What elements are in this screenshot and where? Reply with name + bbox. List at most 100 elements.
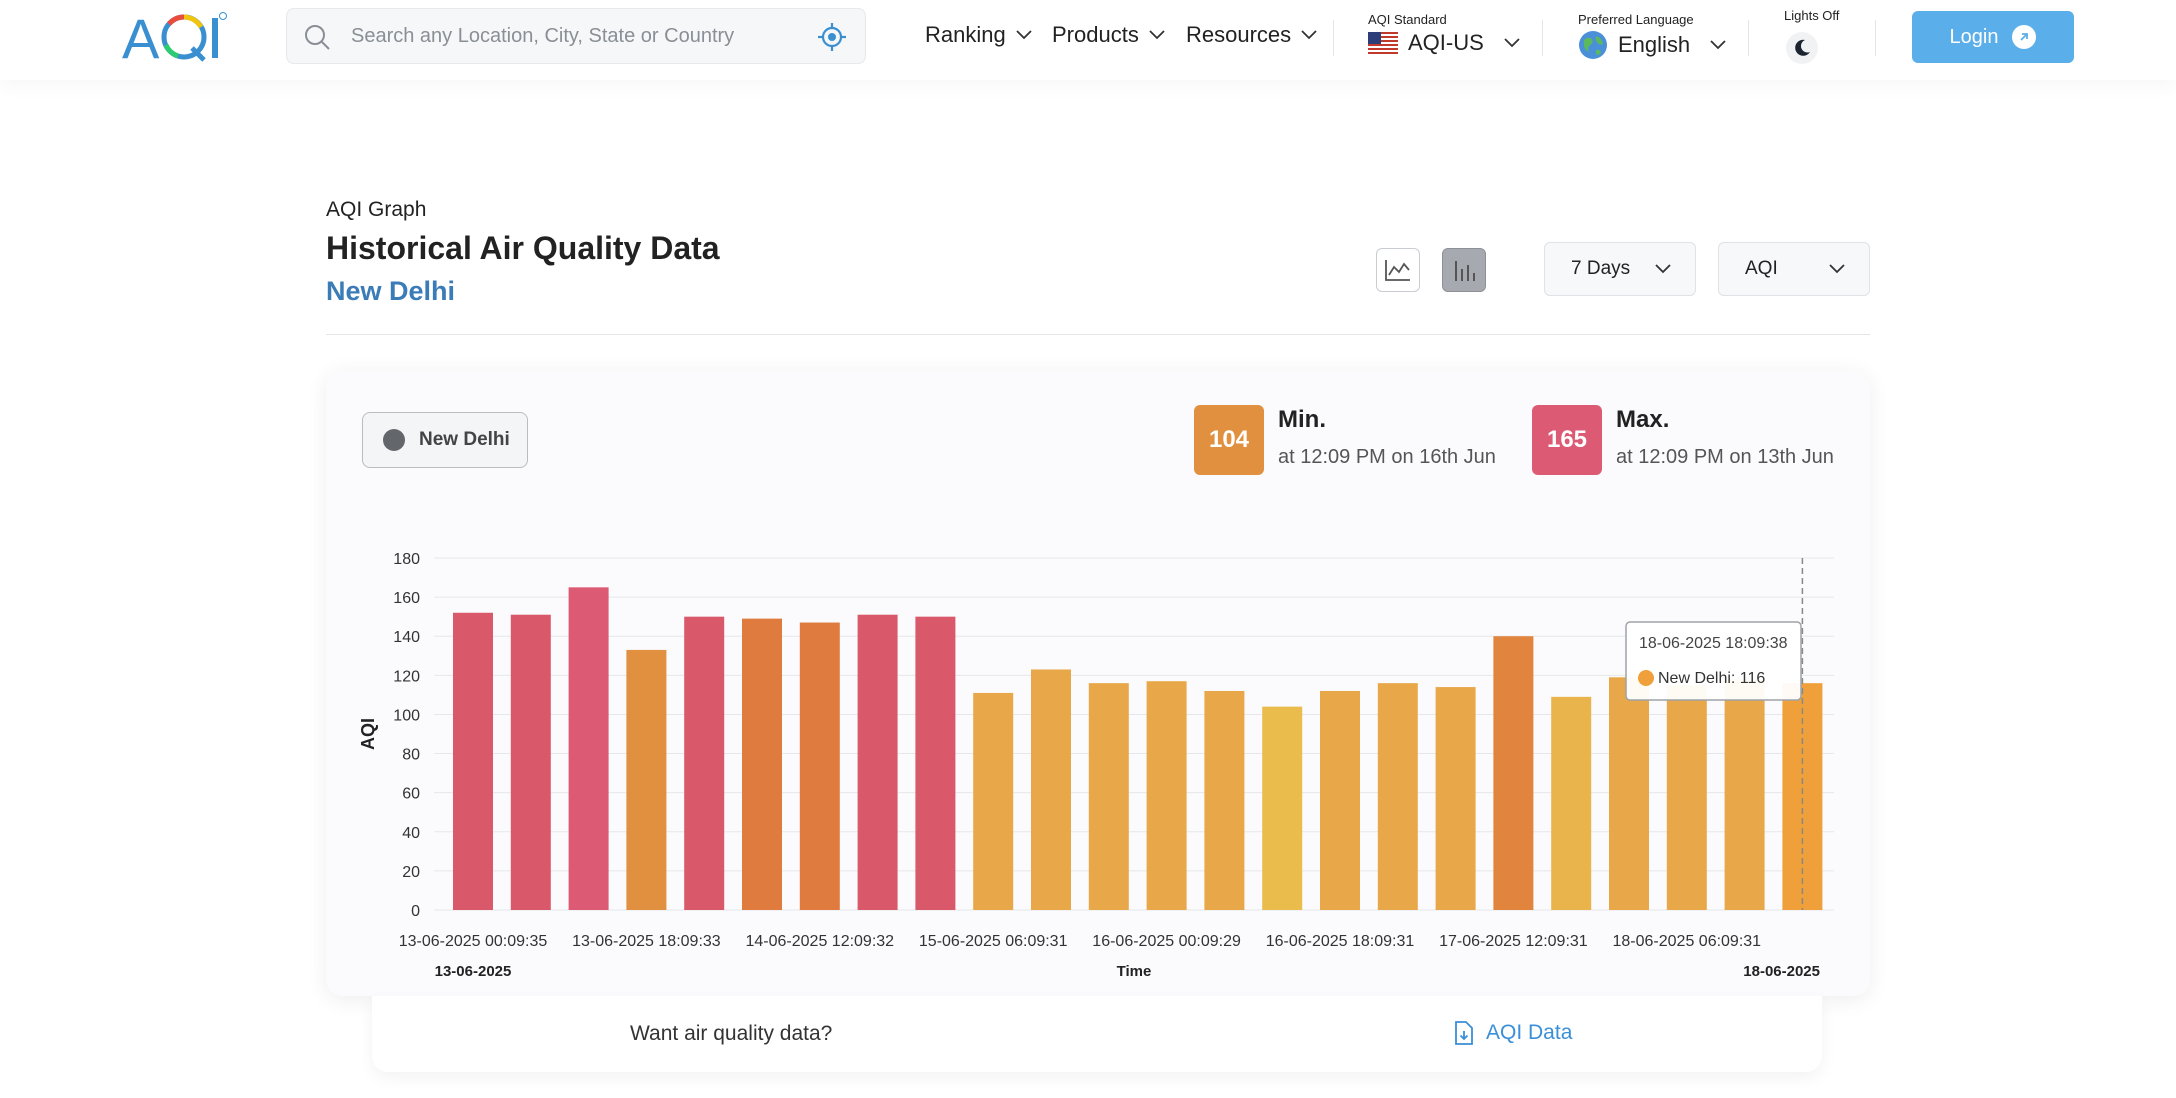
aqi-data-link[interactable]: AQI Data bbox=[1452, 1020, 1572, 1046]
login-label: Login bbox=[1949, 25, 1999, 48]
divider bbox=[1748, 20, 1749, 56]
x-axis-label: Time bbox=[1117, 963, 1152, 980]
dark-mode-toggle[interactable] bbox=[1786, 32, 1818, 64]
x-end-label: 18-06-2025 bbox=[1743, 963, 1820, 980]
city-name: New Delhi bbox=[326, 276, 456, 306]
page-title: Historical Air Quality Data bbox=[326, 230, 720, 266]
download-file-icon bbox=[1455, 1021, 1473, 1045]
bar-chart-toggle[interactable] bbox=[1442, 248, 1486, 292]
bar[interactable] bbox=[857, 614, 898, 910]
bar[interactable] bbox=[626, 649, 667, 910]
max-title: Max. bbox=[1616, 406, 1670, 433]
chevron-down-icon bbox=[1301, 30, 1317, 40]
search-input[interactable] bbox=[351, 9, 791, 63]
us-flag-icon bbox=[1368, 32, 1398, 54]
aqi-data-cta: Want air quality data? AQI Data bbox=[372, 996, 1822, 1072]
bar[interactable] bbox=[1146, 681, 1187, 910]
bar[interactable] bbox=[1493, 636, 1534, 910]
chevron-down-icon bbox=[1149, 30, 1165, 40]
moon-icon bbox=[1795, 39, 1810, 56]
nav-resources[interactable]: Resources bbox=[1186, 22, 1317, 48]
y-tick-label: 100 bbox=[393, 707, 420, 724]
bar[interactable] bbox=[684, 616, 725, 910]
language-label: Preferred Language bbox=[1578, 12, 1694, 27]
aqi-bar-chart[interactable]: 0 20 40 60 80 100 120 140 160 180 AQI 13-06-2025 00… bbox=[326, 510, 1870, 980]
search-icon[interactable] bbox=[303, 23, 331, 51]
max-aqi-badge: 165 bbox=[1532, 405, 1602, 475]
bar[interactable] bbox=[742, 618, 782, 910]
chevron-down-icon bbox=[1829, 264, 1845, 274]
aqi-standard-selector[interactable]: AQI-US bbox=[1368, 30, 1520, 56]
bar[interactable] bbox=[1320, 690, 1360, 910]
metric-value: AQI bbox=[1745, 258, 1778, 279]
bar[interactable] bbox=[973, 692, 1014, 910]
top-navigation: A Ranking Products bbox=[0, 0, 2176, 80]
min-title: Min. bbox=[1278, 406, 1326, 433]
bar[interactable] bbox=[1377, 683, 1418, 910]
aqi-logo[interactable]: A bbox=[122, 7, 228, 70]
cta-prompt: Want air quality data? bbox=[630, 1022, 833, 1045]
min-aqi-badge: 104 bbox=[1194, 405, 1264, 475]
tooltip-box bbox=[1625, 621, 1802, 701]
globe-icon bbox=[1579, 31, 1607, 59]
tooltip-value: New Delhi: 116 bbox=[1658, 670, 1765, 687]
login-button[interactable]: Login bbox=[1912, 11, 2074, 63]
y-tick-label: 0 bbox=[411, 903, 420, 920]
line-chart-icon bbox=[1385, 260, 1410, 281]
x-tick-label: 16-06-2025 18:09:31 bbox=[1266, 933, 1415, 950]
section-eyebrow: AQI Graph bbox=[326, 198, 427, 221]
time-range-dropdown[interactable]: 7 Days bbox=[1544, 242, 1696, 296]
aqi-data-link-label: AQI Data bbox=[1486, 1021, 1573, 1044]
bar[interactable] bbox=[453, 612, 493, 910]
x-tick-label: 13-06-2025 00:09:35 bbox=[399, 933, 548, 950]
x-tick-label: 17-06-2025 12:09:31 bbox=[1439, 933, 1588, 950]
bar[interactable] bbox=[1666, 685, 1707, 910]
line-chart-toggle[interactable] bbox=[1376, 248, 1420, 292]
y-axis-label: AQI bbox=[358, 718, 378, 750]
x-tick-label: 14-06-2025 12:09:32 bbox=[746, 933, 895, 950]
divider bbox=[1542, 20, 1543, 56]
bar[interactable] bbox=[1609, 677, 1649, 910]
legend-dot bbox=[383, 429, 405, 451]
x-tick-label: 15-06-2025 06:09:31 bbox=[919, 933, 1068, 950]
language-value: English bbox=[1618, 32, 1691, 57]
divider bbox=[1333, 20, 1334, 56]
bar[interactable] bbox=[915, 616, 956, 910]
bar[interactable] bbox=[1435, 687, 1476, 910]
legend-new-delhi[interactable]: New Delhi bbox=[362, 412, 528, 468]
legend-label: New Delhi bbox=[419, 429, 510, 450]
y-tick-label: 180 bbox=[393, 551, 420, 568]
divider bbox=[1875, 20, 1876, 56]
bar[interactable] bbox=[510, 614, 551, 910]
bar[interactable] bbox=[1724, 679, 1765, 910]
section-divider bbox=[326, 334, 1870, 335]
y-tick-label: 140 bbox=[393, 629, 420, 646]
aqi-standard-label: AQI Standard bbox=[1368, 12, 1447, 27]
y-tick-label: 120 bbox=[393, 668, 420, 685]
svg-text:A: A bbox=[122, 10, 160, 64]
bar[interactable] bbox=[1551, 696, 1592, 910]
nav-products[interactable]: Products bbox=[1052, 22, 1165, 48]
max-timestamp: at 12:09 PM on 13th Jun bbox=[1616, 446, 1834, 468]
aqi-standard-value: AQI-US bbox=[1408, 30, 1484, 55]
x-tick-label: 13-06-2025 18:09:33 bbox=[572, 933, 721, 950]
x-tick-label: 18-06-2025 06:09:31 bbox=[1613, 933, 1762, 950]
bar[interactable] bbox=[1204, 690, 1245, 910]
metric-dropdown[interactable]: AQI bbox=[1718, 242, 1870, 296]
bar[interactable] bbox=[1031, 669, 1071, 910]
time-range-value: 7 Days bbox=[1571, 258, 1631, 279]
bar[interactable] bbox=[1782, 683, 1823, 910]
x-start-label: 13-06-2025 bbox=[435, 963, 512, 980]
nav-ranking-label: Ranking bbox=[925, 22, 1006, 47]
chevron-down-icon bbox=[1710, 40, 1726, 50]
bar[interactable] bbox=[568, 587, 609, 910]
locate-me-icon[interactable] bbox=[817, 22, 847, 52]
bar[interactable] bbox=[1088, 683, 1129, 910]
bar[interactable] bbox=[1262, 706, 1303, 910]
bar[interactable] bbox=[799, 622, 840, 910]
nav-ranking[interactable]: Ranking bbox=[925, 22, 1032, 48]
x-tick-label: 16-06-2025 00:09:29 bbox=[1092, 933, 1241, 950]
chevron-down-icon bbox=[1504, 38, 1520, 48]
language-selector[interactable]: English bbox=[1578, 30, 1726, 60]
aqi-chart-card: New Delhi 104 Min. at 12:09 PM on 16th J… bbox=[326, 370, 1870, 996]
